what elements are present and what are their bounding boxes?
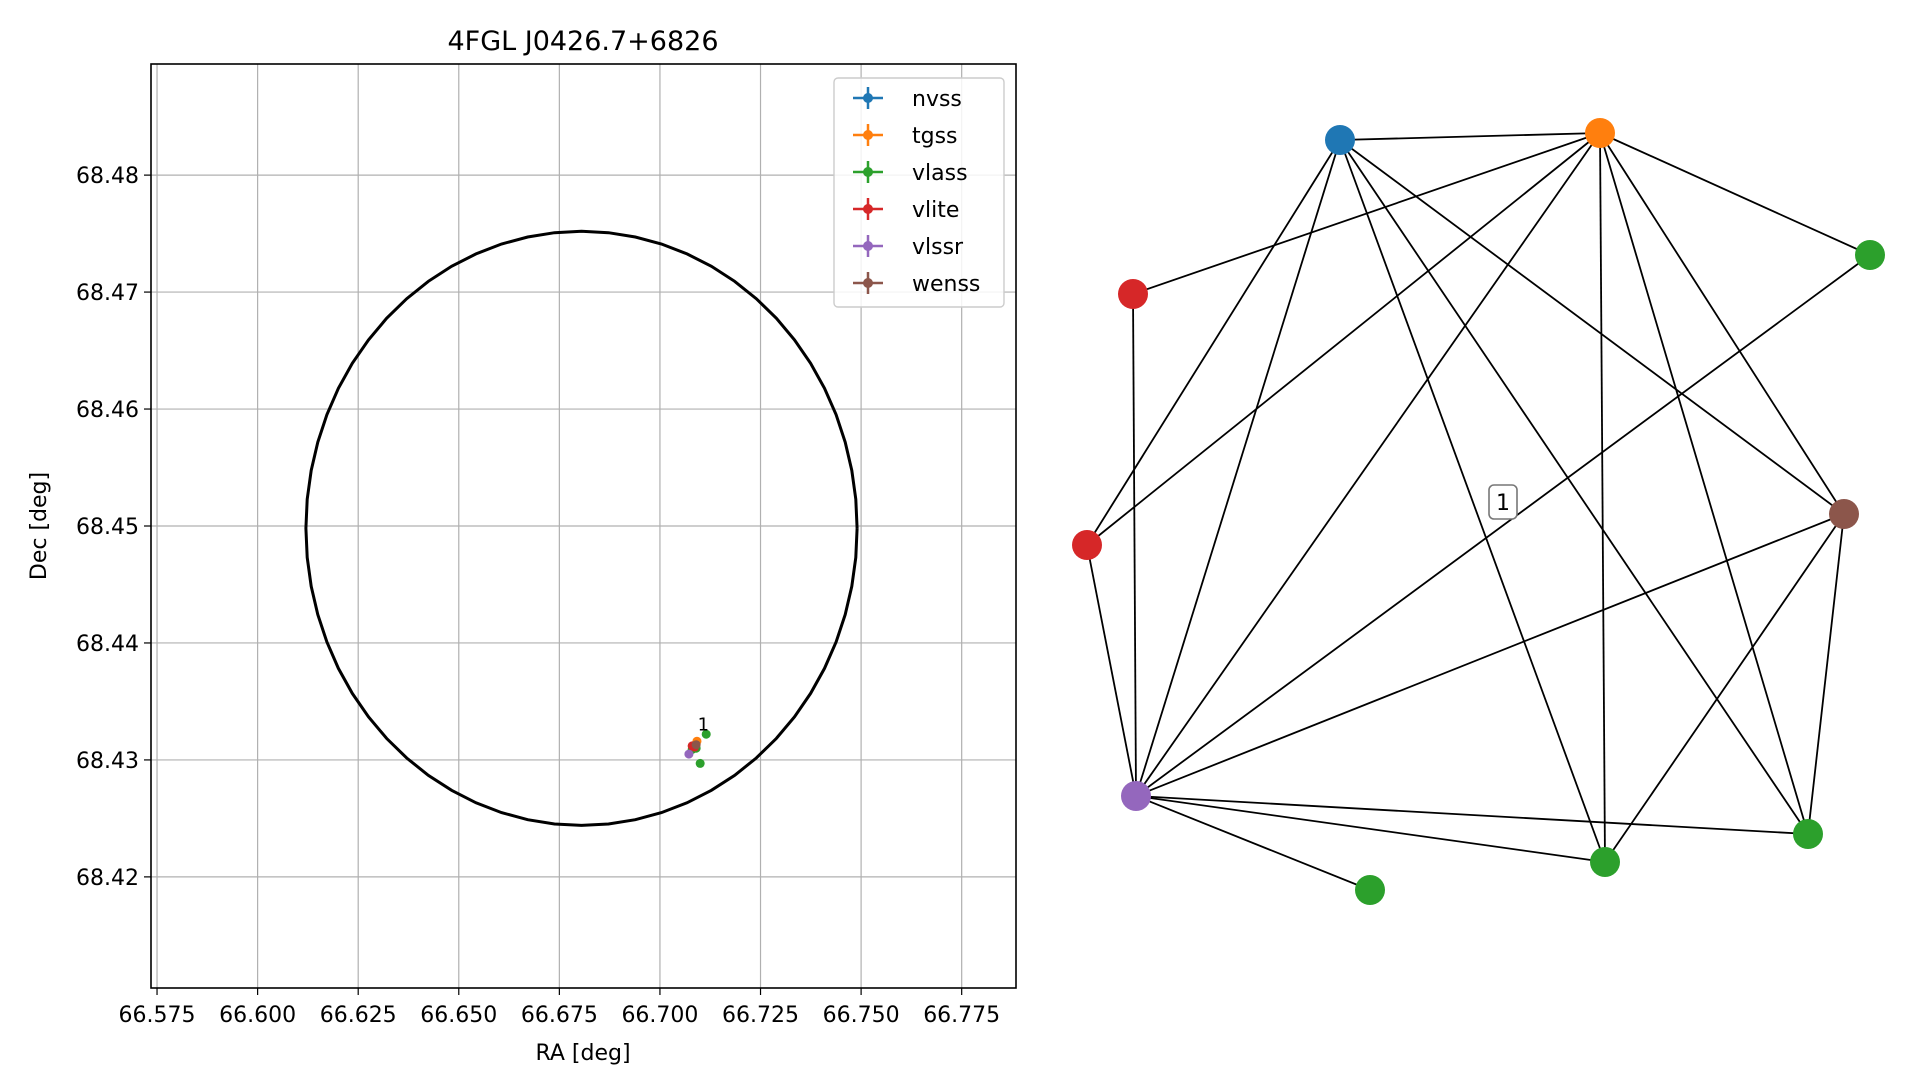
edge-label-box	[1488, 484, 1518, 520]
legend-entries: nvss tgss vlass vlite vlssr wenss	[853, 87, 980, 297]
data-point-vlass	[695, 758, 705, 768]
legend-marker-dot	[863, 130, 873, 140]
graph-node-vlite_b	[1072, 530, 1102, 560]
legend-label: tgss	[912, 124, 958, 149]
legend-entry-wenss: wenss	[853, 272, 980, 297]
graph-node-vlass_d	[1793, 819, 1823, 849]
graph-edge	[1599, 132, 1845, 515]
graph-edge	[1339, 139, 1845, 515]
graph-edges	[1086, 132, 1871, 891]
y-tick-label: 68.45	[76, 515, 139, 540]
graph-edge	[1132, 293, 1137, 797]
graph-node-tgss	[1585, 118, 1615, 148]
edge-label: 1	[1496, 491, 1510, 516]
point-annotation: 1	[698, 715, 709, 736]
localization-ellipse	[304, 229, 859, 827]
data-point-wenss	[691, 740, 701, 750]
graph-node-vlass_a	[1855, 240, 1885, 270]
x-tick-label: 66.775	[923, 1003, 1000, 1028]
graph-edge	[1135, 132, 1601, 797]
x-tick-label: 66.675	[521, 1003, 598, 1028]
x-tick-label: 66.600	[219, 1003, 296, 1028]
graph-edge	[1135, 139, 1341, 797]
legend-entry-nvss: nvss	[853, 87, 962, 112]
y-axis-label: Dec [deg]	[27, 472, 52, 580]
legend-entry-vlssr: vlssr	[853, 235, 964, 260]
chart-title: 4FGL J0426.7+6826	[447, 26, 718, 57]
graph-edge	[1135, 513, 1845, 797]
graph-edge	[1339, 139, 1606, 863]
graph-node-vlass_b	[1355, 875, 1385, 905]
legend-entry-vlass: vlass	[853, 161, 968, 186]
x-tick-label: 66.725	[722, 1003, 799, 1028]
legend-label: vlssr	[912, 235, 964, 260]
graph-edge	[1135, 795, 1606, 863]
graph-edge	[1599, 132, 1871, 256]
legend-label: vlite	[912, 198, 959, 223]
graph-edge	[1086, 132, 1601, 546]
graph-edge	[1339, 132, 1601, 141]
x-tick-label: 66.750	[823, 1003, 900, 1028]
legend-label: wenss	[912, 272, 980, 297]
y-tick-label: 68.46	[76, 398, 139, 423]
graph-edge	[1599, 132, 1606, 863]
graph-node-vlass_c	[1590, 847, 1620, 877]
graph-edge	[1132, 132, 1601, 295]
legend-entry-tgss: tgss	[853, 124, 958, 149]
grid	[151, 64, 1016, 988]
x-tick-label: 66.650	[420, 1003, 497, 1028]
y-tick-label: 68.42	[76, 866, 139, 891]
data-point-vlass	[701, 729, 711, 739]
y-tick-label: 68.44	[76, 632, 139, 657]
graph-node-wenss	[1829, 499, 1859, 529]
x-tick-label: 66.575	[119, 1003, 196, 1028]
graph-node-nvss	[1325, 125, 1355, 155]
x-tick-label: 66.700	[621, 1003, 698, 1028]
data-points	[684, 729, 711, 768]
legend-marker-dot	[863, 241, 873, 251]
ellipse-outline	[304, 229, 859, 827]
graph-node-vlite_a	[1118, 279, 1148, 309]
x-axis-label: RA [deg]	[535, 1041, 630, 1066]
legend-label: nvss	[912, 87, 962, 112]
graph-edge	[1599, 132, 1809, 835]
legend: nvss tgss vlass vlite vlssr wenss	[833, 77, 1005, 308]
y-tick-label: 68.48	[76, 164, 139, 189]
graph-edge-labels: 1	[1488, 484, 1518, 520]
network-graph: 1	[1072, 118, 1885, 905]
graph-edge	[1339, 139, 1809, 835]
graph-edge	[1604, 513, 1845, 863]
y-tick-label: 68.47	[76, 281, 139, 306]
legend-marker-dot	[863, 93, 873, 103]
legend-entry-vlite: vlite	[853, 198, 959, 223]
y-tick-label: 68.43	[76, 749, 139, 774]
graph-edge	[1135, 254, 1871, 797]
x-tick-label: 66.625	[320, 1003, 397, 1028]
legend-label: vlass	[912, 161, 968, 186]
x-axis-ticks: 66.575 66.600 66.625 66.650 66.675 66.700 66.7…	[119, 988, 1000, 1028]
graph-edge	[1807, 513, 1845, 835]
graph-edge	[1086, 139, 1341, 546]
graph-nodes	[1072, 118, 1885, 905]
y-axis-ticks: 68.42 68.43 68.44 68.45 68.46 68.47 68.48	[76, 164, 151, 891]
annotations: 1	[698, 715, 709, 736]
graph-edge	[1135, 795, 1809, 835]
graph-edge	[1086, 544, 1137, 797]
legend-marker-dot	[863, 278, 873, 288]
legend-marker-dot	[863, 167, 873, 177]
legend-marker-dot	[863, 204, 873, 214]
graph-edge	[1135, 795, 1371, 891]
scatter-chart: 1 66.575 66.600 66.625 66.650 66.675 66.700 66…	[27, 26, 1017, 1066]
graph-node-vlssr	[1121, 781, 1151, 811]
data-point-vlssr	[684, 749, 694, 759]
